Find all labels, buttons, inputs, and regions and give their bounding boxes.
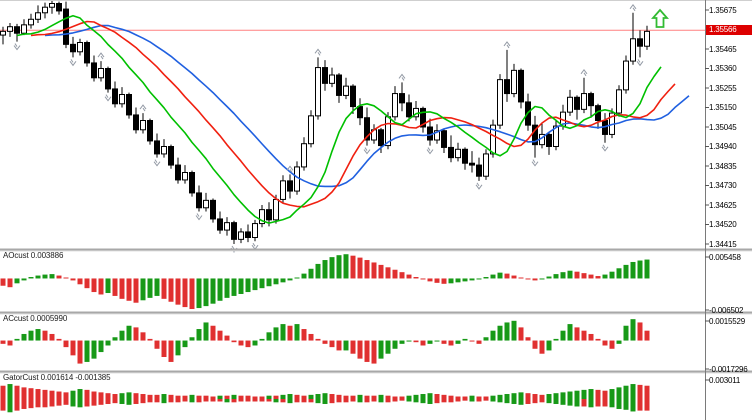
fractal-down-icon [636, 59, 644, 67]
price-axis-label: 1.34940 [709, 142, 737, 151]
fractal-down-icon [475, 182, 483, 190]
ac-indicator-label: ACcust 0.0005990 [3, 314, 68, 323]
fractal-down-icon [601, 144, 609, 152]
indicator-axis-label: -0.006502 [709, 306, 744, 315]
fractal-up-icon [286, 165, 294, 173]
price-axis-label: 1.34520 [709, 220, 737, 229]
price-axis-label: 1.35465 [709, 44, 737, 54]
price-axis-label: 1.34730 [709, 181, 737, 190]
price-axis-label: 1.35045 [709, 122, 737, 132]
fractal-up-icon [314, 48, 322, 56]
alligator-lips-line [16, 14, 662, 224]
fractal-down-icon [426, 147, 434, 155]
alligator-teeth-line [30, 20, 676, 208]
gator-up-histogram [0, 384, 650, 399]
fractal-down-icon [153, 159, 161, 167]
indicator-axis-label: -0.0017296 [709, 365, 748, 374]
fractal-down-icon [69, 59, 77, 67]
current-price-label: 1.35566 [706, 25, 752, 36]
fractal-down-icon [13, 43, 21, 51]
price-axis-label: 1.34625 [709, 200, 737, 210]
indicator-axis-label: 0.0015529 [709, 317, 746, 326]
ao-indicator-label: AOcust 0.003886 [3, 251, 64, 260]
fractal-up-icon [503, 41, 511, 49]
fractal-down-icon [251, 242, 259, 251]
price-axis-label: 1.34835 [709, 161, 737, 171]
alligator-jaw-line [44, 24, 690, 188]
fractal-up-icon [580, 68, 588, 77]
fractal-down-icon [195, 213, 203, 221]
buy-signal-arrow-icon [651, 8, 669, 28]
gator-down-histogram [0, 399, 650, 413]
price-axis-label: 1.34415 [709, 239, 737, 249]
fractal-arrows-layer [13, 3, 644, 253]
fractal-up-icon [629, 3, 637, 12]
indicator-axis-label: 0.003011 [709, 376, 741, 385]
fractal-down-icon [531, 159, 539, 167]
fractal-up-icon [97, 52, 105, 60]
price-axis-label: 1.35360 [709, 64, 737, 73]
ac-histogram [0, 319, 650, 364]
price-axis-label: 1.35675 [709, 5, 737, 15]
fractal-up-icon [398, 73, 406, 81]
price-axis-label: 1.35150 [709, 103, 737, 112]
fractal-up-icon [139, 104, 147, 112]
indicator-axis-label: 0.005458 [709, 253, 741, 262]
fractal-down-icon [104, 94, 112, 102]
gator-indicator-label: GatorCust 0.001614 -0.001385 [3, 373, 111, 382]
ao-histogram [0, 254, 650, 310]
fractal-down-icon [363, 147, 371, 155]
candles-layer [0, 0, 650, 244]
price-axis-label: 1.35255 [709, 83, 737, 93]
